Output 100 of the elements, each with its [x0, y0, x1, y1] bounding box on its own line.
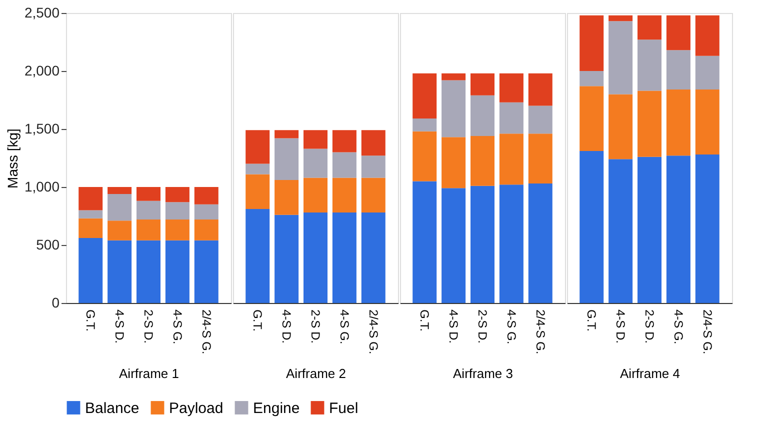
bar — [78, 187, 103, 210]
legend-label: Engine — [253, 400, 300, 417]
y-axis-title: Mass [kg] — [4, 128, 20, 188]
x-tick-label: G.T. — [584, 310, 599, 332]
x-tick-label: 2/4-S G. — [366, 310, 380, 354]
bar — [608, 21, 633, 94]
bar — [108, 187, 132, 194]
x-tick-label: 4-S G. — [337, 310, 352, 344]
x-tick-label: 2/4-S G. — [700, 310, 714, 354]
x-tick-label: 2-S D. — [308, 310, 322, 344]
bar — [361, 212, 386, 303]
bar — [194, 187, 218, 204]
bar — [274, 138, 299, 180]
bar — [695, 56, 720, 90]
bar — [666, 90, 690, 156]
y-tick-label: 2,500 — [24, 4, 60, 20]
x-tick-label: 4-S G. — [671, 310, 686, 344]
legend-label: Fuel — [329, 400, 358, 417]
bar — [361, 178, 386, 213]
bar — [165, 187, 190, 202]
x-tick-label: 2/4-S G. — [199, 310, 214, 354]
bar — [695, 15, 720, 56]
bar — [246, 174, 270, 210]
x-axis-title: Airframe 3 — [453, 366, 513, 382]
bar — [695, 90, 720, 155]
bar — [361, 156, 386, 178]
x-tick-label: G.T. — [418, 310, 432, 332]
bar — [332, 212, 356, 303]
bar — [108, 220, 132, 240]
bar — [412, 131, 437, 182]
bar — [78, 238, 103, 303]
bar — [332, 130, 356, 152]
x-tick-label: 2-S D. — [142, 310, 156, 344]
x-tick-label: 4-S D. — [280, 310, 294, 344]
bar — [136, 240, 160, 303]
bar — [695, 154, 720, 303]
bar — [412, 181, 437, 303]
bar — [499, 184, 524, 303]
x-tick-label: 4-S D. — [112, 310, 127, 344]
bar — [304, 212, 328, 303]
bar — [608, 15, 633, 22]
bar — [442, 137, 466, 188]
bar — [442, 188, 466, 303]
bar — [470, 186, 494, 303]
x-tick-label: 4-S D. — [446, 310, 461, 344]
bar — [78, 210, 103, 218]
bar — [246, 130, 270, 164]
y-tick-label: 1,500 — [24, 120, 60, 136]
bar — [528, 73, 552, 106]
bar — [412, 118, 437, 132]
bar — [638, 90, 662, 157]
y-tick-label: 500 — [36, 236, 60, 252]
bar — [470, 136, 494, 186]
bar — [304, 130, 328, 149]
bar — [136, 187, 160, 201]
bar — [194, 219, 218, 240]
bar — [332, 152, 356, 178]
bar — [608, 94, 633, 160]
x-axis-title: Airframe 2 — [286, 366, 346, 382]
bar — [304, 178, 328, 213]
bar — [108, 240, 132, 303]
bar — [499, 73, 524, 102]
bar — [608, 159, 633, 303]
y-tick-label: 0 — [52, 294, 60, 310]
legend-label: Payload — [169, 400, 224, 417]
bar — [165, 219, 190, 240]
bar — [194, 240, 218, 303]
bar — [274, 180, 299, 215]
bar — [666, 15, 690, 50]
bar — [361, 130, 386, 156]
bar — [580, 151, 604, 303]
bar — [580, 15, 604, 71]
bar — [165, 240, 190, 303]
x-tick-label: 2-S D. — [642, 310, 656, 344]
bar — [442, 73, 466, 80]
x-tick-label: 4-S G. — [170, 310, 184, 344]
bar — [528, 134, 552, 184]
bar — [442, 80, 466, 138]
bar — [304, 148, 328, 178]
bar — [412, 73, 437, 119]
legend-label: Balance — [85, 400, 140, 417]
bar — [246, 209, 270, 303]
bar — [78, 218, 103, 238]
bar — [499, 134, 524, 185]
bar — [108, 194, 132, 221]
bar — [470, 73, 494, 96]
x-tick-label: G.T. — [250, 310, 265, 332]
bar — [638, 40, 662, 91]
bar — [136, 200, 160, 220]
bar — [666, 50, 690, 90]
bar — [136, 219, 160, 240]
y-tick-label: 2,000 — [24, 62, 60, 78]
x-axis-title: Airframe 1 — [119, 366, 179, 382]
bar — [528, 184, 552, 303]
x-axis-title: Airframe 4 — [620, 366, 680, 382]
x-tick-label: 4-S D. — [614, 310, 628, 344]
bar — [666, 156, 690, 303]
bar — [499, 102, 524, 134]
bar — [194, 204, 218, 220]
bar — [638, 15, 662, 40]
